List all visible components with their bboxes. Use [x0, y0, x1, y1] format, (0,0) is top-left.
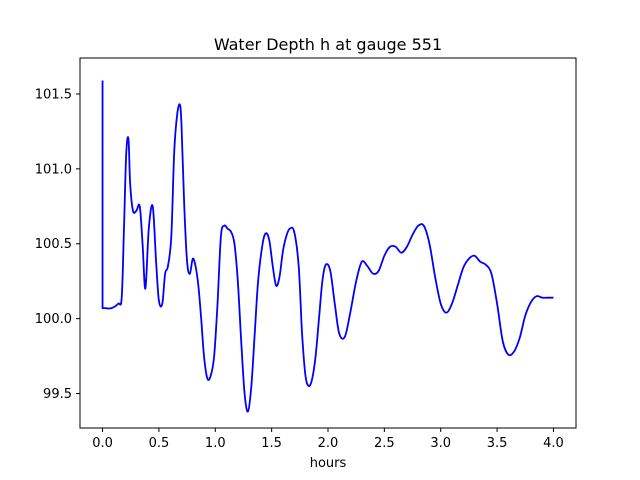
x-axis: 0.0 0.5 1.0 1.5 2.0 2.5 3.0 3.5 4.0 [92, 428, 564, 451]
y-tick-label: 101.5 [35, 87, 72, 102]
chart-title: Water Depth h at gauge 551 [214, 35, 442, 54]
y-tick-label: 100.0 [35, 312, 72, 327]
plot-area [101, 80, 554, 413]
x-tick-label: 3.0 [430, 436, 451, 451]
x-tick-label: 0.0 [92, 436, 113, 451]
x-tick-label: 0.5 [149, 436, 170, 451]
x-tick-label: 3.5 [487, 436, 508, 451]
x-tick-label: 2.5 [374, 436, 395, 451]
x-tick-label: 1.0 [205, 436, 226, 451]
y-tick-label: 99.5 [43, 387, 72, 402]
x-tick-label: 4.0 [543, 436, 564, 451]
x-tick-label: 1.5 [261, 436, 282, 451]
x-tick-label: 2.0 [318, 436, 339, 451]
x-axis-label: hours [310, 456, 347, 471]
series-line [101, 80, 554, 413]
y-axis: 99.5 100.0 100.5 101.0 101.5 [35, 87, 80, 402]
y-tick-label: 101.0 [35, 162, 72, 177]
y-tick-label: 100.5 [35, 237, 72, 252]
